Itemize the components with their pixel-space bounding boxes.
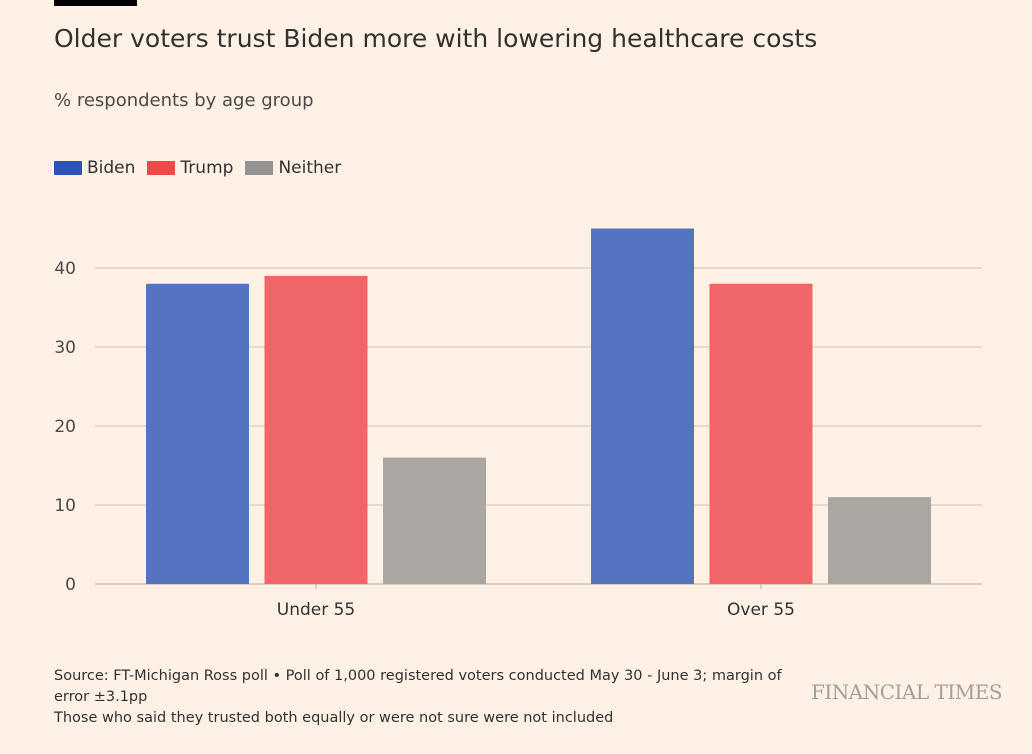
y-tick-label: 0 [65,575,76,595]
legend-item-neither: Neither [245,158,341,178]
legend-label-biden: Biden [87,158,136,178]
bar-neither-1 [828,497,931,584]
footer: Source: FT-Michigan Ross poll • Poll of … [54,666,794,729]
legend-swatch-trump [147,161,176,175]
exclusion-note: Those who said they trusted both equally… [54,710,614,726]
ft-logo: FINANCIAL TIMES [811,680,1003,704]
legend-item-biden: Biden [54,158,135,178]
legend-swatch-neither [245,161,274,175]
y-tick-label: 30 [54,338,76,358]
x-tick-label: Over 55 [727,600,795,620]
chart-subtitle: % respondents by age group [54,90,314,111]
bar-biden-1 [591,228,694,584]
bar-trump-0 [264,275,368,584]
chart-title: Older voters trust Biden more with lower… [54,24,818,53]
y-tick-label: 10 [54,496,76,516]
y-tick-label: 20 [54,417,76,437]
ft-top-bar [54,0,137,6]
legend-item-trump: Trump [147,158,233,178]
bar-biden-0 [146,283,249,584]
bar-neither-0 [383,457,486,584]
legend-label-neither: Neither [278,158,342,178]
source-note: Source: FT-Michigan Ross poll • Poll of … [54,668,782,705]
legend: Biden Trump Neither [54,158,341,178]
legend-swatch-biden [54,161,82,175]
y-tick-label: 40 [54,259,76,279]
legend-label-trump: Trump [180,158,234,178]
bar-trump-1 [709,283,813,584]
x-tick-label: Under 55 [277,600,356,620]
